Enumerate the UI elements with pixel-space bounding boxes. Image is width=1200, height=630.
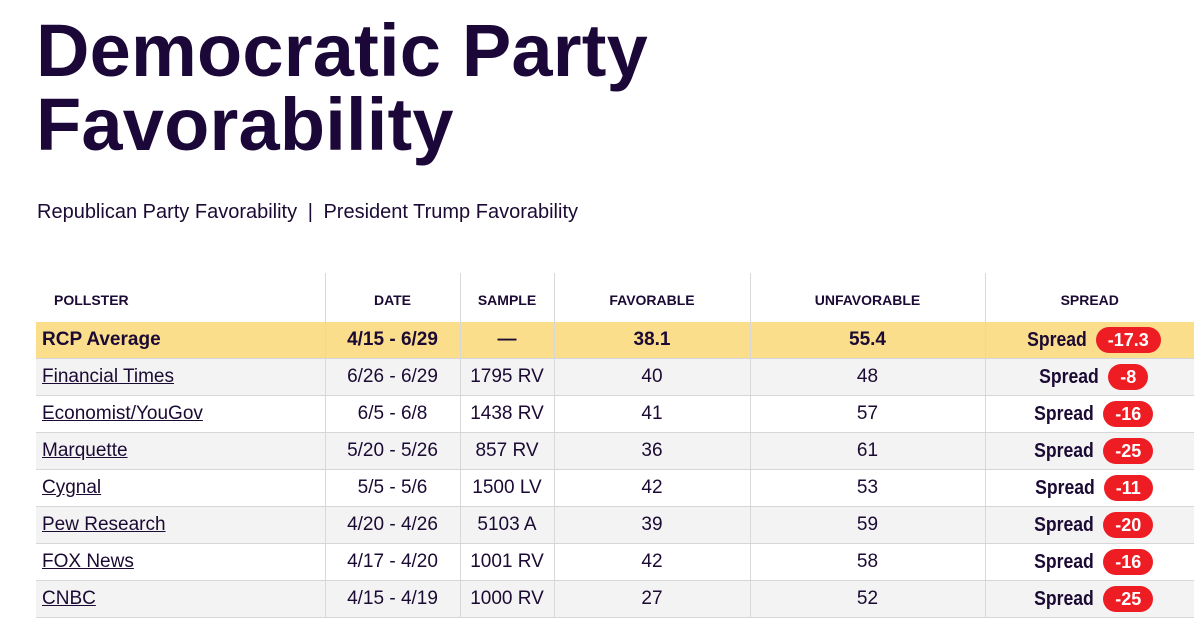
spread-label: Spread [1026,328,1087,351]
spread-label: Spread [1034,439,1094,462]
unfavorable-cell: 55.4 [749,322,985,359]
sample-cell: 1438 RV [459,395,554,433]
spread-cell: Spread -11 [984,469,1194,507]
pollster-cell: CNBC [36,580,325,618]
pollster-cell: Financial Times [36,358,325,396]
favorable-cell: 42 [553,469,750,507]
unfavorable-cell: 59 [749,506,985,544]
date-cell: 5/5 - 5/6 [324,469,460,507]
header-unfavorable: UNFAVORABLE [749,273,985,322]
spread-cell: Spread -16 [984,395,1194,433]
pollster-link[interactable]: Pew Research [42,514,166,535]
date-cell: 6/26 - 6/29 [324,358,460,396]
sample-cell: 1000 RV [459,580,554,618]
spread-label: Spread [1034,550,1094,573]
polls-table: POLLSTER DATE SAMPLE FAVORABLE UNFAVORAB… [36,273,1194,618]
favorable-cell: 27 [553,580,750,618]
spread-badge: -17.3 [1095,327,1161,353]
date-cell: 5/20 - 5/26 [324,432,460,470]
table-row: Economist/YouGov 6/5 - 6/8 1438 RV 41 57… [36,395,1194,433]
date-cell: 6/5 - 6/8 [324,395,460,433]
favorable-cell: 39 [553,506,750,544]
spread-badge: -25 [1103,438,1154,464]
unfavorable-cell: 53 [749,469,985,507]
related-links-separator: | [307,201,313,223]
spread-badge: -25 [1103,586,1154,612]
favorable-cell: 36 [553,432,750,470]
pollster-cell: RCP Average [36,322,325,359]
pollster-link[interactable]: FOX News [42,551,134,572]
republican-party-favorability-link[interactable]: Republican Party Favorability [37,201,298,223]
page-title-line-1: Democratic Party [36,9,648,92]
pollster-link[interactable]: Cygnal [42,477,102,498]
sample-cell: 1795 RV [459,358,554,396]
page-title-line-2: Favorability [36,83,454,166]
pollster-link[interactable]: Marquette [42,440,128,461]
table-row: Pew Research 4/20 - 4/26 5103 A 39 59 Sp… [36,506,1194,544]
pollster-cell: Economist/YouGov [36,395,325,433]
sample-cell: — [459,322,554,359]
table-row: FOX News 4/17 - 4/20 1001 RV 42 58 Sprea… [36,543,1194,581]
date-cell: 4/15 - 4/19 [324,580,460,618]
pollster-cell: Marquette [36,432,325,470]
date-cell: 4/20 - 4/26 [324,506,460,544]
spread-cell: Spread -25 [984,580,1194,618]
favorable-cell: 38.1 [553,322,750,359]
pollster-link[interactable]: Economist/YouGov [42,403,203,424]
table-row: CNBC 4/15 - 4/19 1000 RV 27 52 Spread -2… [36,580,1194,618]
pollster-cell: Cygnal [36,469,325,507]
favorable-cell: 40 [553,358,750,396]
pollster-link[interactable]: CNBC [42,588,96,609]
spread-cell: Spread -25 [984,432,1194,470]
rcp-average-row: RCP Average 4/15 - 6/29 — 38.1 55.4 Spre… [36,322,1194,359]
sample-cell: 1001 RV [459,543,554,581]
spread-label: Spread [1034,476,1095,499]
spread-label: Spread [1034,513,1094,536]
date-cell: 4/17 - 4/20 [324,543,460,581]
spread-cell: Spread -17.3 [984,322,1194,359]
header-sample: SAMPLE [459,273,554,322]
spread-label: Spread [1034,402,1094,425]
pollster-link[interactable]: Financial Times [42,366,174,387]
header-favorable: FAVORABLE [553,273,750,322]
spread-badge: -11 [1103,475,1153,501]
unfavorable-cell: 57 [749,395,985,433]
spread-cell: Spread -16 [984,543,1194,581]
header-pollster: POLLSTER [54,291,129,308]
table-header-row: POLLSTER DATE SAMPLE FAVORABLE UNFAVORAB… [36,273,1194,322]
table-row: Marquette 5/20 - 5/26 857 RV 36 61 Sprea… [36,432,1194,470]
table-row: Cygnal 5/5 - 5/6 1500 LV 42 53 Spread -1… [36,469,1194,507]
sample-cell: 1500 LV [459,469,554,507]
spread-label: Spread [1034,587,1094,610]
spread-badge: -20 [1103,512,1154,538]
unfavorable-cell: 58 [749,543,985,581]
unfavorable-cell: 48 [749,358,985,396]
spread-badge: -16 [1103,549,1154,575]
spread-cell: Spread -20 [984,506,1194,544]
favorable-cell: 41 [553,395,750,433]
unfavorable-cell: 61 [749,432,985,470]
table-row: Financial Times 6/26 - 6/29 1795 RV 40 4… [36,358,1194,396]
related-links: Republican Party Favorability | Presiden… [37,201,578,224]
date-cell: 4/15 - 6/29 [324,322,460,359]
header-date: DATE [324,273,460,322]
sample-cell: 857 RV [459,432,554,470]
unfavorable-cell: 52 [749,580,985,618]
pollster-cell: Pew Research [36,506,325,544]
spread-badge: -8 [1108,364,1149,390]
sample-cell: 5103 A [459,506,554,544]
spread-badge: -16 [1103,401,1154,427]
page-title: Democratic Party Favorability [36,14,648,162]
spread-cell: Spread -8 [984,358,1194,396]
spread-label: Spread [1039,365,1099,388]
president-trump-favorability-link[interactable]: President Trump Favorability [323,201,578,223]
header-spread: SPREAD [984,273,1194,322]
favorable-cell: 42 [553,543,750,581]
pollster-cell: FOX News [36,543,325,581]
